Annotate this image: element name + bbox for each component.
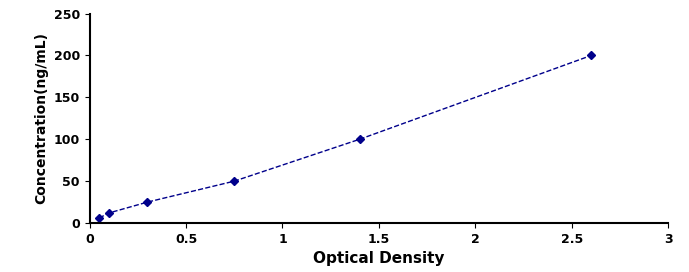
Y-axis label: Concentration(ng/mL): Concentration(ng/mL)	[34, 32, 48, 204]
X-axis label: Optical Density: Optical Density	[313, 251, 444, 266]
